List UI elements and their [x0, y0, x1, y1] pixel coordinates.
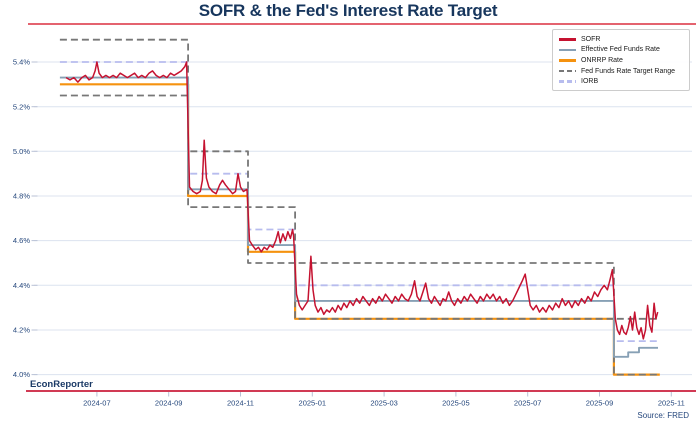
- axis-baseline-rule: [26, 389, 696, 392]
- y-tick-label: 5.2%: [13, 102, 30, 111]
- series-sofr: [65, 61, 659, 340]
- brand-watermark: EconReporter: [30, 379, 93, 390]
- x-tick-label: 2024-09: [155, 399, 183, 408]
- x-tick-label: 2024-07: [83, 399, 111, 408]
- legend-label: SOFR: [581, 35, 601, 43]
- x-tick-label: 2025-11: [658, 399, 685, 408]
- y-tick-label: 4.6%: [13, 236, 30, 245]
- series-effr: [59, 76, 658, 358]
- target-range-line-swatch: [559, 69, 576, 73]
- y-tick-label: 5.4%: [13, 58, 30, 67]
- legend-item-sofr: SOFR: [559, 34, 683, 45]
- legend: SOFR Effective Fed Funds Rate ONRRP Rate…: [552, 29, 690, 91]
- effr-line-swatch: [559, 48, 576, 52]
- legend-label: Effective Fed Funds Rate: [581, 46, 660, 54]
- series-onrrp: [59, 83, 660, 376]
- series-iorb: [59, 61, 660, 342]
- title-underline-rule: [28, 23, 696, 25]
- x-tick-label: 2025-09: [586, 399, 614, 408]
- chart-title: SOFR & the Fed's Interest Rate Target: [198, 1, 498, 20]
- y-tick-label: 5.0%: [13, 147, 30, 156]
- legend-label: ONRRP Rate: [581, 56, 623, 64]
- x-tick-label: 2025-01: [299, 399, 327, 408]
- x-tick-label: 2025-05: [442, 399, 470, 408]
- y-tick-label: 4.4%: [13, 281, 30, 290]
- legend-label: Fed Funds Rate Target Range: [581, 67, 676, 75]
- x-tick-label: 2025-07: [514, 399, 542, 408]
- iorb-line-swatch: [559, 80, 576, 83]
- legend-item-iorb: IORB: [559, 76, 683, 87]
- legend-item-target-range: Fed Funds Rate Target Range: [559, 66, 683, 77]
- legend-item-onrrp: ONRRP Rate: [559, 55, 683, 66]
- y-tick-label: 4.2%: [13, 326, 30, 335]
- sofr-line-swatch: [559, 38, 576, 41]
- legend-item-effr: Effective Fed Funds Rate: [559, 45, 683, 56]
- source-credit: Source: FRED: [637, 411, 689, 420]
- onrrp-line-swatch: [559, 58, 576, 62]
- series-target-range-lower: [59, 94, 660, 376]
- y-tick-label: 4.0%: [13, 370, 30, 379]
- legend-label: IORB: [581, 78, 599, 86]
- y-tick-label: 4.8%: [13, 192, 30, 201]
- x-tick-label: 2024-11: [227, 399, 254, 408]
- x-tick-label: 2025-03: [370, 399, 398, 408]
